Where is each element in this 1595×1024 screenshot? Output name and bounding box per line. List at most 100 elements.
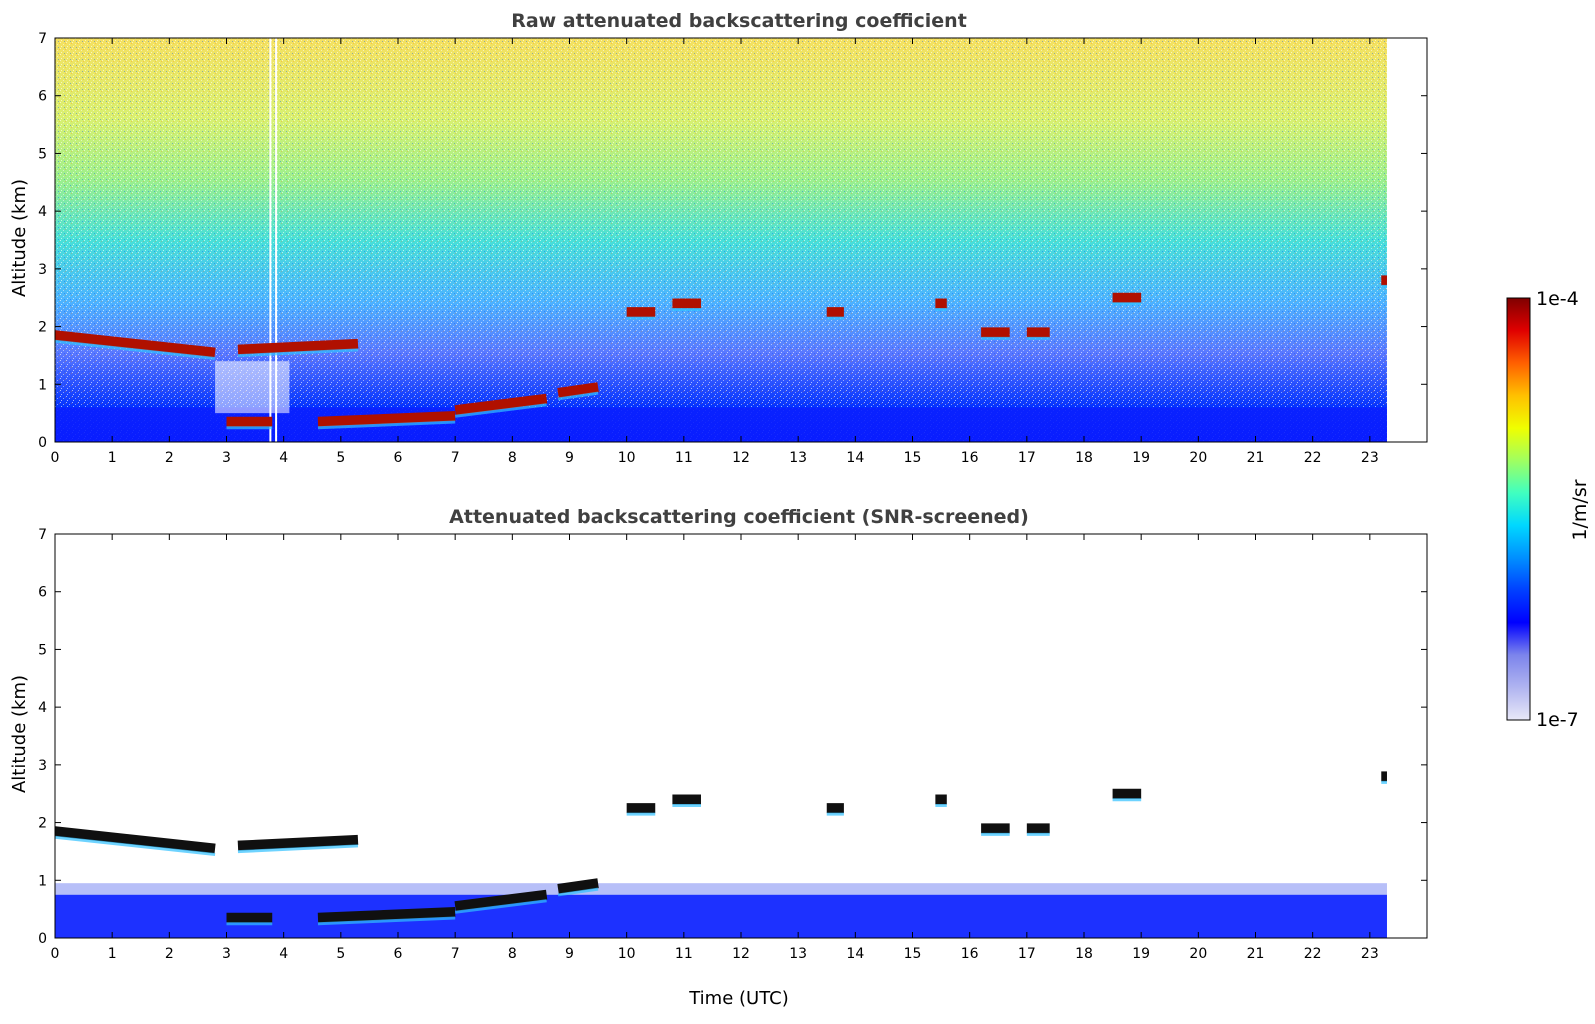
cloud-layer-edge: [317, 420, 456, 430]
panel-title: Raw attenuated backscattering coefficien…: [511, 10, 967, 32]
colorbar-unit-label: 1/m/sr: [1569, 479, 1591, 540]
heatmap-area: [54, 38, 1387, 442]
y-tick-label: 7: [38, 527, 47, 543]
cloud-layer: [317, 907, 456, 923]
cloud-layer-edge: [557, 391, 599, 401]
cloud-layer: [54, 330, 216, 358]
x-tick-label: 1: [108, 450, 117, 466]
x-tick-label: 9: [565, 450, 574, 466]
cloud-layer-edge: [237, 844, 359, 854]
x-tick-label: 13: [789, 946, 807, 962]
y-tick-label: 3: [38, 262, 47, 278]
y-axis: 0 1 2 3 4 5 6 7: [38, 31, 1427, 451]
colorbar: 1e-4 1e-7 1/m/sr: [1506, 288, 1591, 731]
x-tick-label: 21: [1247, 450, 1265, 466]
x-tick-label: 22: [1304, 450, 1322, 466]
x-tick-label: 15: [904, 450, 922, 466]
x-tick-label: 11: [675, 450, 693, 466]
x-tick-label: 8: [508, 946, 517, 962]
y-tick-label: 0: [38, 931, 47, 947]
y-axis: 0 1 2 3 4 5 6 7: [38, 527, 1427, 947]
x-tick-label: 17: [1018, 450, 1036, 466]
x-tick-label: 0: [51, 946, 60, 962]
x-tick-label: 4: [279, 450, 288, 466]
cloud-layer: [237, 834, 359, 851]
x-tick-label: 12: [732, 946, 750, 962]
y-axis-label: Altitude (km): [9, 675, 30, 793]
x-tick-label: 5: [336, 450, 345, 466]
x-tick-label: 3: [222, 450, 231, 466]
x-tick-label: 6: [394, 946, 403, 962]
cloud-layer-edge: [557, 887, 599, 897]
x-tick-label: 21: [1247, 946, 1265, 962]
x-tick-label: 10: [618, 946, 636, 962]
y-tick-label: 4: [38, 204, 47, 220]
cloud-layer: [317, 411, 456, 427]
x-tick-label: 19: [1132, 946, 1150, 962]
panel-snr-screened-backscatter: Attenuated backscattering coefficient (S…: [9, 506, 1428, 1009]
cloud-layer-edge: [54, 339, 216, 361]
x-tick-label: 13: [789, 450, 807, 466]
x-tick-label: 14: [846, 450, 864, 466]
x-tick-label: 5: [336, 946, 345, 962]
x-tick-label: 15: [904, 946, 922, 962]
cloud-layer: [454, 889, 548, 912]
cloud-layer-edge: [454, 403, 547, 418]
x-tick-label: 0: [51, 450, 60, 466]
cloud-layer: [557, 878, 599, 894]
x-tick-label: 4: [279, 946, 288, 962]
y-tick-label: 6: [38, 89, 47, 105]
cloud-layer-edge: [54, 835, 216, 857]
colorbar-max-label: 1e-4: [1536, 288, 1579, 310]
x-tick-label: 20: [1189, 450, 1207, 466]
data-gap: [275, 38, 278, 442]
x-axis: 0 1 2 3 4 5 6 7 8 9 10 11 12 13 14 15 16 17 18 19 20 21 22 23: [51, 534, 1379, 962]
y-tick-label: 4: [38, 700, 47, 716]
y-tick-label: 2: [38, 320, 47, 336]
x-tick-label: 23: [1361, 946, 1379, 962]
colorbar-min-label: 1e-7: [1536, 709, 1579, 731]
cloud-layer: [54, 826, 216, 854]
y-tick-label: 0: [38, 435, 47, 451]
x-tick-label: 9: [565, 946, 574, 962]
cloud-layer-edge: [317, 916, 456, 926]
x-tick-label: 19: [1132, 450, 1150, 466]
cloud-layer-edge: [454, 899, 547, 914]
x-tick-label: 20: [1189, 946, 1207, 962]
x-tick-label: 7: [451, 450, 460, 466]
cloud-layer-edge: [237, 348, 359, 358]
y-tick-label: 5: [38, 642, 47, 658]
boundary-layer-top: [55, 883, 1387, 895]
y-tick-label: 1: [38, 873, 47, 889]
x-tick-label: 14: [846, 946, 864, 962]
plot-frame: [54, 533, 1428, 939]
boundary-layer: [55, 894, 1387, 938]
x-axis: 0 1 2 3 4 5 6 7 8 9 10 11 12 13 14 15 16 17 18 19 20 21 22 23: [51, 38, 1379, 466]
y-tick-label: 6: [38, 585, 47, 601]
y-tick-label: 3: [38, 758, 47, 774]
x-axis-label: Time (UTC): [688, 988, 789, 1009]
y-tick-label: 2: [38, 816, 47, 832]
y-tick-label: 1: [38, 377, 47, 393]
x-tick-label: 6: [394, 450, 403, 466]
x-tick-label: 23: [1361, 450, 1379, 466]
heatmap-area: [54, 771, 1387, 938]
x-tick-label: 17: [1018, 946, 1036, 962]
x-tick-label: 16: [961, 946, 979, 962]
x-tick-label: 12: [732, 450, 750, 466]
x-tick-label: 1: [108, 946, 117, 962]
cloud-layer: [237, 338, 359, 355]
x-tick-label: 11: [675, 946, 693, 962]
panel-raw-backscatter: Raw attenuated backscattering coefficien…: [9, 10, 1428, 466]
cloud-layer: [454, 393, 548, 416]
x-tick-label: 3: [222, 946, 231, 962]
cloud-layer: [557, 382, 599, 398]
data-gap: [269, 38, 272, 442]
y-tick-label: 7: [38, 31, 47, 47]
y-tick-label: 5: [38, 146, 47, 162]
x-tick-label: 16: [961, 450, 979, 466]
x-tick-label: 7: [451, 946, 460, 962]
x-tick-label: 18: [1075, 946, 1093, 962]
